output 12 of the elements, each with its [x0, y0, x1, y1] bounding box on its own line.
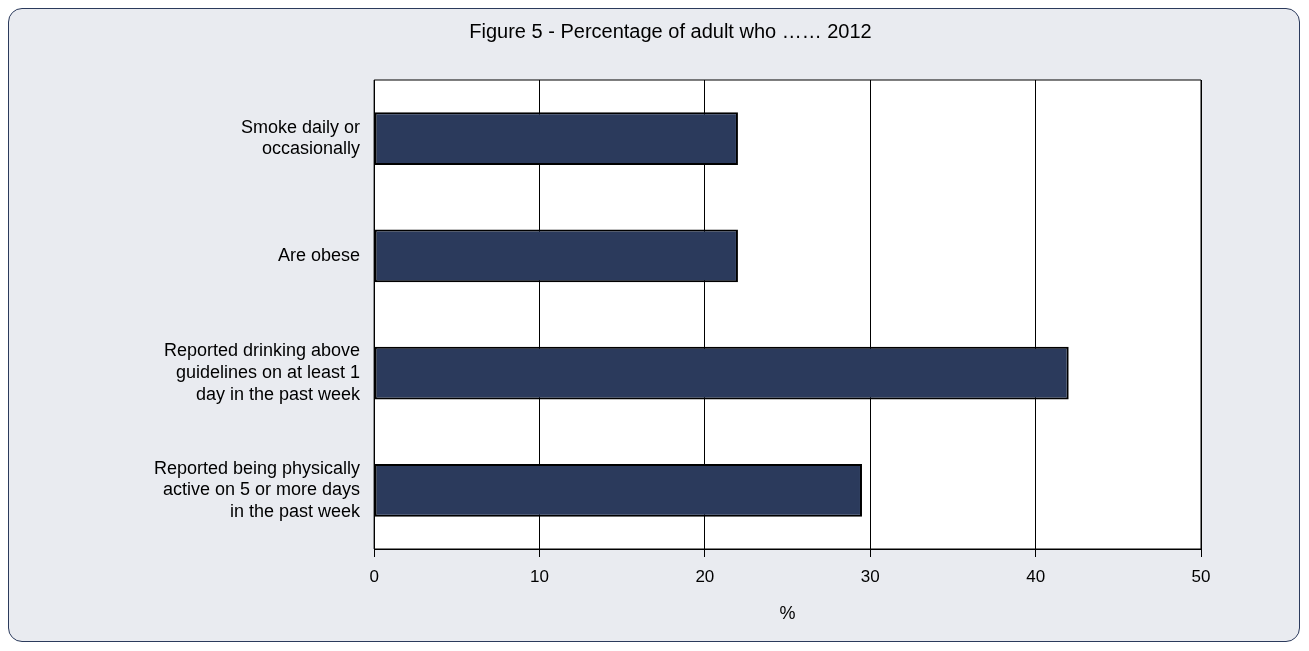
x-tick-label: 20	[695, 566, 715, 586]
x-tick-label: 0	[369, 566, 379, 586]
y-tick-label: Smoke daily or occasionally	[241, 116, 361, 159]
x-tick-label: 30	[860, 566, 880, 586]
x-tick-label: 50	[1191, 566, 1211, 586]
chart-title: Figure 5 - Percentage of adult who …… 2012	[469, 19, 872, 42]
x-axis-title: %	[779, 603, 796, 624]
x-tick-label: 10	[530, 566, 549, 586]
y-tick-label: Are obese	[278, 244, 361, 265]
y-tick-label: Reported drinking above guidelines on at least 1 day in the past week	[163, 340, 362, 404]
x-tick-label: 40	[1026, 566, 1046, 586]
y-tick-label: Reported being physically active on 5 or more days in the past week	[154, 457, 362, 521]
